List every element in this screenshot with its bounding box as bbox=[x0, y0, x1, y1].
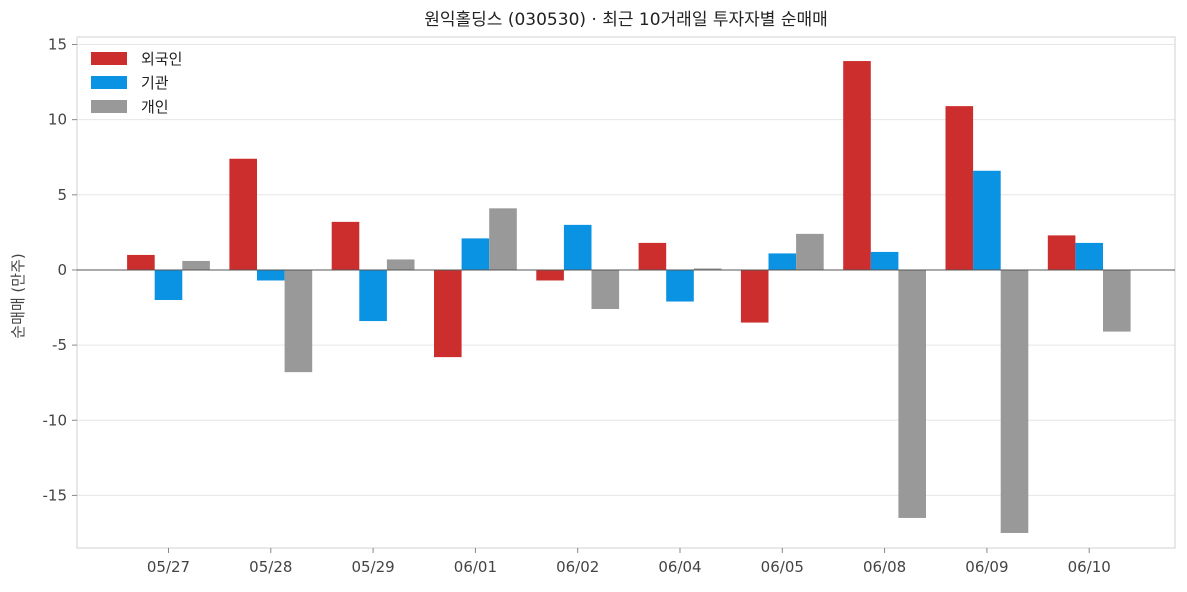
x-tick-label: 05/29 bbox=[351, 558, 394, 576]
bar-외국인-06/05 bbox=[740, 269, 769, 323]
bar-개인-06/01 bbox=[489, 208, 517, 270]
bar-외국인-06/02 bbox=[536, 269, 564, 281]
bar-개인-06/09 bbox=[1000, 269, 1029, 533]
bar-개인-06/08 bbox=[898, 269, 926, 518]
bar-기관-06/05 bbox=[768, 253, 797, 270]
bar-외국인-05/28 bbox=[229, 158, 257, 270]
plot-frame bbox=[76, 36, 1176, 549]
bar-개인-05/27 bbox=[182, 260, 210, 270]
bar-외국인-06/10 bbox=[1047, 235, 1076, 270]
bar-개인-05/28 bbox=[284, 269, 313, 373]
bar-외국인-06/04 bbox=[638, 242, 667, 270]
legend-swatch bbox=[91, 100, 127, 113]
y-tick-label: -5 bbox=[52, 336, 67, 354]
x-tick-label: 05/28 bbox=[249, 558, 292, 576]
bar-기관-06/09 bbox=[973, 170, 1001, 270]
y-tick-label: 10 bbox=[48, 111, 67, 129]
bar-기관-06/04 bbox=[666, 269, 694, 302]
legend-swatch bbox=[91, 52, 127, 65]
bar-기관-06/02 bbox=[563, 224, 592, 270]
bar-기관-05/27 bbox=[154, 269, 183, 301]
y-tick-label: 5 bbox=[57, 186, 67, 204]
bar-외국인-05/27 bbox=[127, 254, 155, 270]
legend-swatch bbox=[91, 76, 127, 89]
x-tick-label: 06/09 bbox=[965, 558, 1008, 576]
x-tick-label: 06/08 bbox=[863, 558, 906, 576]
bar-외국인-06/09 bbox=[945, 106, 974, 270]
y-tick-label: -15 bbox=[43, 486, 68, 504]
x-tick-label: 06/01 bbox=[454, 558, 497, 576]
y-axis-label: 순매매 (만주) bbox=[9, 253, 27, 338]
x-tick-label: 06/02 bbox=[556, 558, 599, 576]
bar-기관-06/01 bbox=[461, 238, 490, 270]
bar-외국인-05/29 bbox=[331, 221, 360, 270]
bar-기관-05/28 bbox=[257, 269, 285, 281]
x-tick-label: 06/10 bbox=[1068, 558, 1111, 576]
bar-개인-06/10 bbox=[1103, 269, 1131, 332]
bar-개인-05/29 bbox=[386, 259, 415, 270]
x-tick-label: 06/04 bbox=[658, 558, 701, 576]
bar-개인-06/04 bbox=[693, 268, 722, 270]
bar-외국인-06/01 bbox=[434, 269, 462, 358]
y-tick-label: 0 bbox=[57, 261, 67, 279]
bar-외국인-06/08 bbox=[843, 61, 871, 270]
legend-label: 기관 bbox=[141, 74, 169, 92]
bar-개인-06/05 bbox=[796, 233, 824, 270]
bar-개인-06/02 bbox=[591, 269, 620, 310]
y-tick-label: -10 bbox=[43, 411, 68, 429]
axes-layer: 15 10 5 0 -5 -10 -15 05/27 05/28 05/29 06/01 06/02 0… bbox=[43, 36, 1176, 576]
legend-label: 외국인 bbox=[141, 50, 182, 68]
legend-label: 개인 bbox=[141, 98, 169, 116]
bar-기관-06/10 bbox=[1075, 242, 1103, 270]
bar-기관-06/08 bbox=[870, 251, 899, 270]
bars-layer bbox=[127, 61, 1131, 533]
bar-기관-05/29 bbox=[359, 269, 387, 322]
y-tick-label: 15 bbox=[48, 36, 67, 54]
chart-title: 원익홀딩스 (030530) · 최근 10거래일 투자자별 순매매 bbox=[424, 10, 828, 30]
x-tick-label: 05/27 bbox=[147, 558, 190, 576]
x-tick-label: 06/05 bbox=[761, 558, 804, 576]
